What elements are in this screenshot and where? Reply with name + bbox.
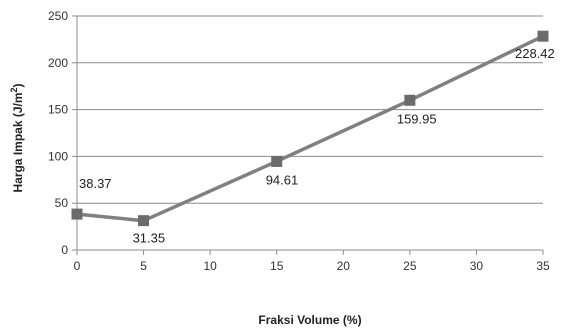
y-tick-label: 0 — [61, 243, 68, 257]
data-point — [271, 155, 283, 167]
y-tick-label: 250 — [48, 9, 68, 23]
y-tick-label: 50 — [55, 196, 69, 210]
x-tick-label: 5 — [140, 259, 147, 273]
y-axis-title-sup: 2 — [9, 87, 19, 92]
data-point — [404, 94, 416, 106]
x-tick-labels: 0 5 10 15 20 25 30 35 — [74, 259, 550, 273]
y-axis-title-end: ) — [11, 83, 25, 87]
x-tick-label: 25 — [403, 259, 417, 273]
y-axis-title: Harga Impak (J/m2) — [9, 83, 25, 192]
y-tick-label: 150 — [48, 103, 68, 117]
data-label: 94.61 — [266, 172, 299, 187]
x-tick-label: 20 — [337, 259, 351, 273]
data-point — [71, 208, 83, 220]
data-labels: 38.37 31.35 94.61 159.95 228.42 — [79, 46, 555, 245]
data-label: 38.37 — [79, 176, 112, 191]
data-point — [537, 30, 549, 42]
y-tick-label: 100 — [48, 149, 68, 163]
x-tick-label: 0 — [74, 259, 81, 273]
series-line — [76, 34, 544, 223]
data-label: 228.42 — [515, 46, 555, 61]
grid-lines — [77, 15, 543, 204]
series-markers — [71, 30, 549, 227]
y-axis-title-main: Harga Impak (J/m — [11, 92, 25, 192]
x-tick-label: 10 — [203, 259, 217, 273]
data-label: 159.95 — [397, 111, 437, 126]
y-tick-label: 200 — [48, 56, 68, 70]
data-point — [138, 215, 150, 227]
x-axis-title: Fraksi Volume (%) — [258, 313, 361, 327]
x-tick-label: 15 — [270, 259, 284, 273]
y-tick-labels: 0 50 100 150 200 250 — [48, 9, 68, 257]
x-tick-label: 35 — [536, 259, 550, 273]
data-label: 31.35 — [133, 231, 166, 246]
x-tick-label: 30 — [470, 259, 484, 273]
